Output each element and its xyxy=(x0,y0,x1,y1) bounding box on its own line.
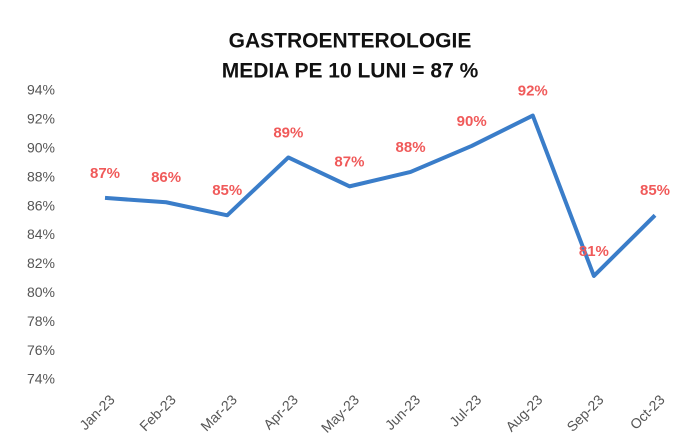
data-label: 88% xyxy=(396,139,426,156)
x-tick-label: Oct-23 xyxy=(627,391,668,432)
data-label: 92% xyxy=(518,83,548,100)
y-tick-label: 94% xyxy=(27,82,55,98)
x-tick-label: Jul-23 xyxy=(446,391,484,429)
data-label: 85% xyxy=(212,182,242,199)
x-tick-label: May-23 xyxy=(318,391,362,435)
data-label: 87% xyxy=(90,165,120,182)
x-tick-label: Sep-23 xyxy=(563,391,606,434)
data-label: 86% xyxy=(151,169,181,186)
chart-title: GASTROENTEROLOGIE xyxy=(229,30,472,53)
chart-subtitle: MEDIA PE 10 LUNI = 87 % xyxy=(222,60,479,83)
x-tick-label: Feb-23 xyxy=(136,391,179,434)
y-tick-label: 84% xyxy=(27,226,55,242)
y-tick-label: 82% xyxy=(27,255,55,271)
y-tick-label: 76% xyxy=(27,342,55,358)
y-tick-label: 86% xyxy=(27,197,55,213)
data-label: 81% xyxy=(579,243,609,260)
data-label: 85% xyxy=(640,182,670,199)
y-tick-label: 80% xyxy=(27,284,55,300)
data-label: 87% xyxy=(334,153,364,170)
data-label: 90% xyxy=(457,113,487,130)
x-tick-label: Jan-23 xyxy=(76,391,118,433)
line-series xyxy=(104,113,657,278)
y-tick-label: 88% xyxy=(27,168,55,184)
data-label: 89% xyxy=(273,124,303,141)
x-tick-label: Jun-23 xyxy=(382,391,424,433)
y-tick-label: 78% xyxy=(27,313,55,329)
y-tick-label: 92% xyxy=(27,111,55,127)
y-tick-label: 90% xyxy=(27,140,55,156)
x-tick-label: Apr-23 xyxy=(260,391,301,432)
y-tick-label: 74% xyxy=(27,371,55,387)
x-tick-label: Mar-23 xyxy=(197,391,240,434)
x-tick-label: Aug-23 xyxy=(502,391,545,434)
